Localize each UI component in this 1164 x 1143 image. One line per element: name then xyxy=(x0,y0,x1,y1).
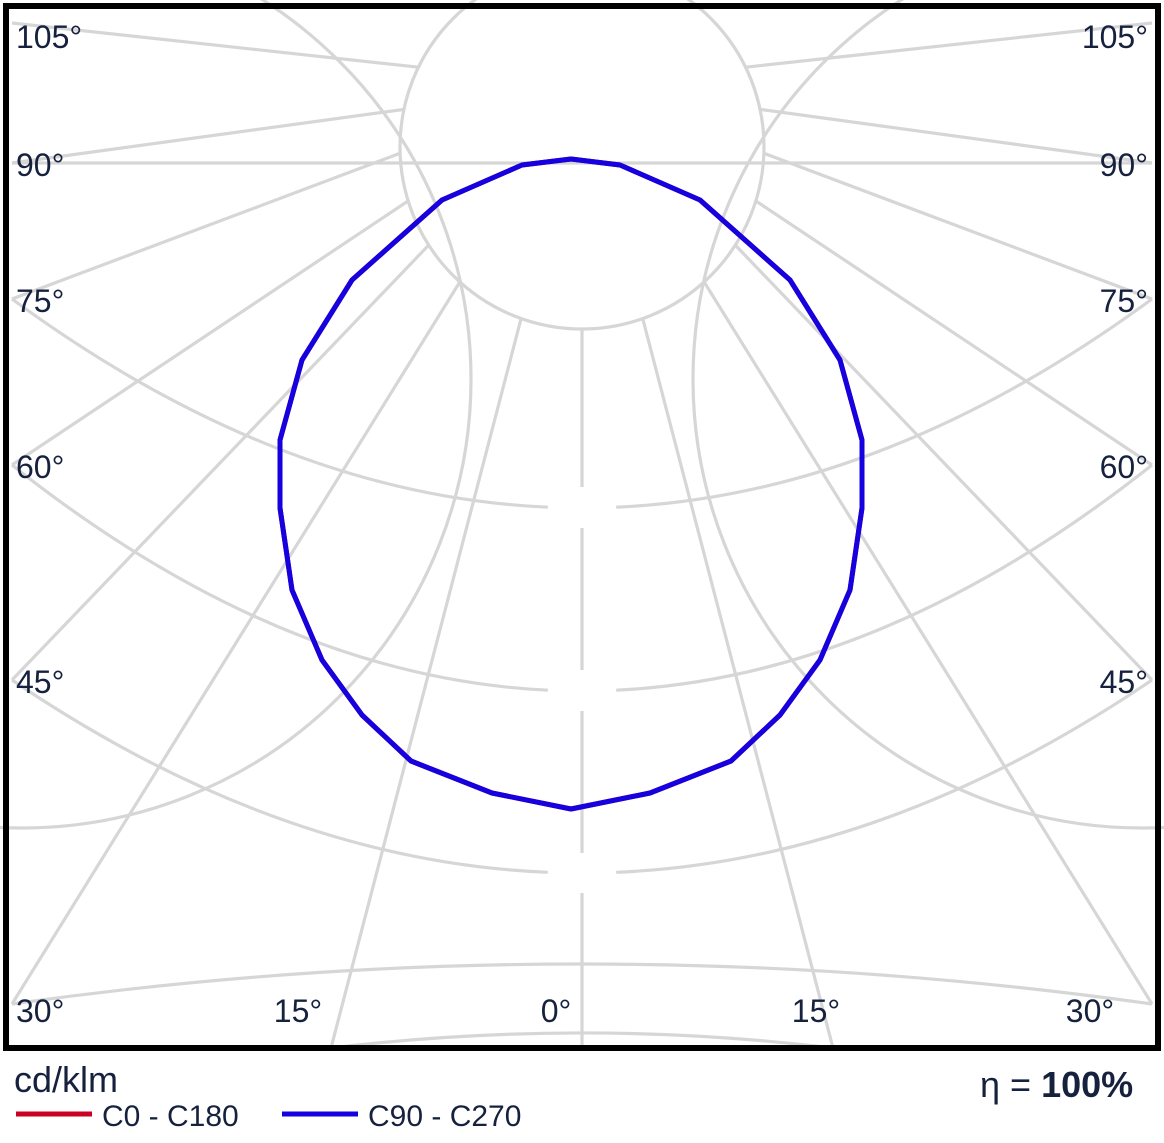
svg-text:45°: 45° xyxy=(16,664,64,700)
svg-text:45°: 45° xyxy=(1100,664,1148,700)
svg-text:60°: 60° xyxy=(1100,449,1148,485)
svg-text:C0 - C180: C0 - C180 xyxy=(102,1100,239,1133)
svg-text:90°: 90° xyxy=(16,147,64,183)
svg-text:75°: 75° xyxy=(1100,283,1148,319)
svg-text:η = 100%: η = 100% xyxy=(980,1064,1133,1105)
svg-text:0°: 0° xyxy=(541,993,572,1029)
svg-text:15°: 15° xyxy=(792,993,840,1029)
svg-text:15°: 15° xyxy=(274,993,322,1029)
svg-text:30°: 30° xyxy=(1066,993,1114,1029)
svg-text:30°: 30° xyxy=(16,993,64,1029)
svg-text:cd/klm: cd/klm xyxy=(14,1059,118,1100)
svg-text:C90 - C270: C90 - C270 xyxy=(368,1100,521,1133)
svg-text:75°: 75° xyxy=(16,283,64,319)
svg-text:90°: 90° xyxy=(1100,147,1148,183)
svg-text:60°: 60° xyxy=(16,449,64,485)
svg-text:105°: 105° xyxy=(16,19,82,55)
svg-text:105°: 105° xyxy=(1082,19,1148,55)
